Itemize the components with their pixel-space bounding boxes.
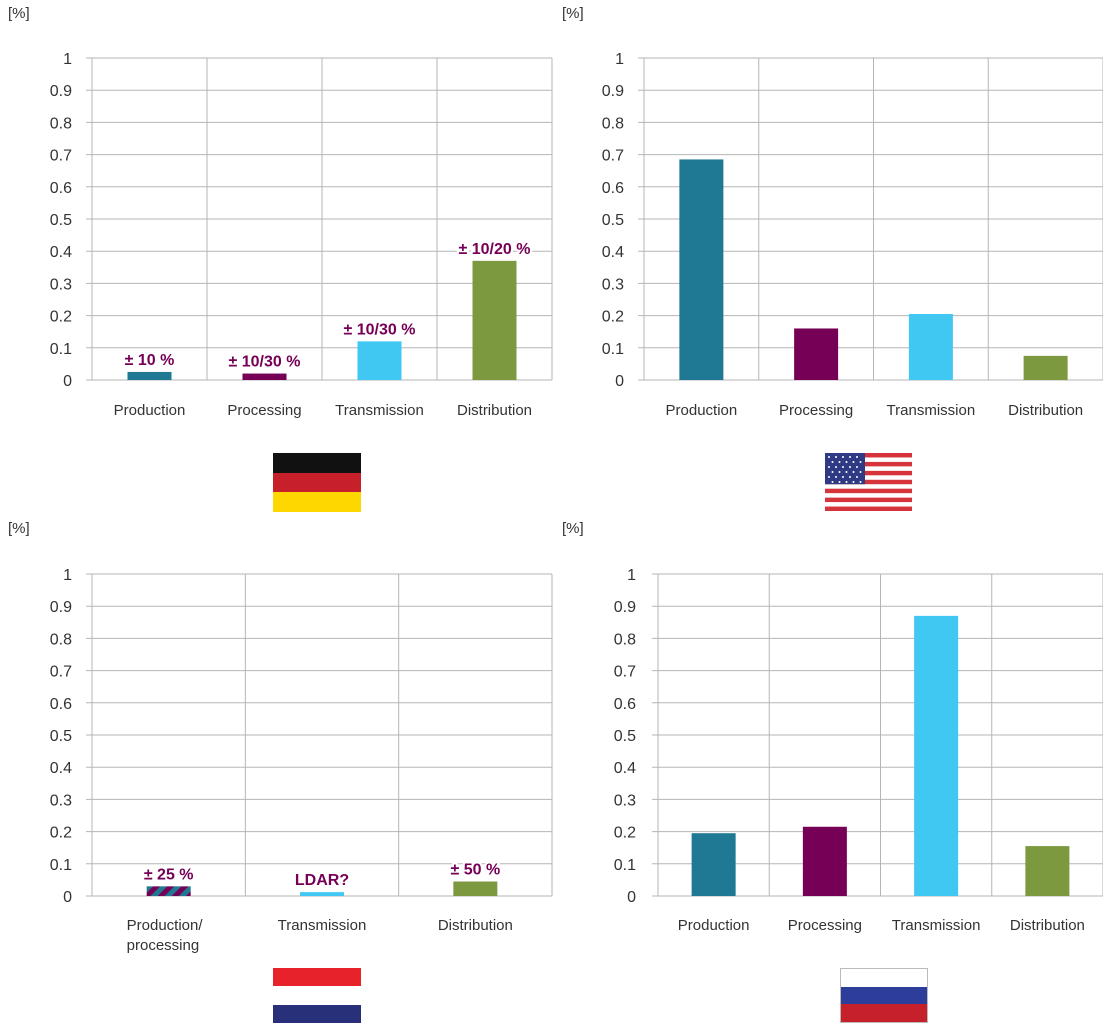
- russia-flag-icon: [840, 968, 928, 1023]
- y-tick-label: 0.2: [614, 825, 636, 842]
- bar: [127, 371, 172, 380]
- y-tick-label: 0: [63, 889, 72, 906]
- netherlands-flag-icon: [273, 968, 361, 1023]
- y-tick-label: 1: [63, 51, 72, 68]
- chart-germany: [%] 0 0.1 0.2 0.3 0.4 0.5 0.6 0.7 0.8 0.9 1 ± 10 % Pr…: [8, 5, 553, 419]
- category-label: processing: [127, 937, 200, 954]
- y-tick-label: 0.7: [614, 664, 636, 681]
- bar-annotation: ± 10/30 %: [344, 321, 416, 338]
- y-tick-label: 0.7: [50, 664, 72, 681]
- bar: [146, 886, 191, 896]
- y-axis-unit-label: [%]: [562, 5, 584, 22]
- y-tick-label: 0.9: [614, 599, 636, 616]
- y-tick-label: 0.9: [50, 599, 72, 616]
- y-tick-label: 1: [627, 567, 636, 584]
- bar: [1025, 846, 1070, 896]
- category-label: Distribution: [457, 402, 532, 419]
- bar: [1023, 355, 1068, 380]
- category-label: Processing: [788, 917, 862, 934]
- y-tick-label: 0.8: [50, 631, 72, 648]
- bar-annotation: LDAR?: [295, 872, 349, 889]
- y-tick-label: 0.1: [614, 857, 636, 874]
- bar-annotation: ± 50 %: [450, 862, 500, 879]
- y-tick-label: 1: [615, 51, 624, 68]
- category-label: Processing: [779, 402, 853, 419]
- y-tick-label: 0.6: [602, 180, 624, 197]
- category-label: Processing: [227, 402, 301, 419]
- chart-united-states: [%] 0 0.1 0.2 0.3 0.4 0.5 0.6 0.7 0.8 0.9 1 Producti…: [562, 5, 1103, 419]
- y-tick-label: 0.5: [50, 212, 72, 229]
- y-tick-label: 0: [615, 373, 624, 390]
- bar: [908, 313, 953, 380]
- y-tick-label: 0: [63, 373, 72, 390]
- y-tick-label: 0.1: [50, 857, 72, 874]
- bar: [453, 881, 498, 896]
- y-tick-label: 0.1: [602, 341, 624, 358]
- y-tick-label: 0.6: [614, 696, 636, 713]
- bar: [357, 341, 402, 380]
- y-tick-label: 0.7: [50, 148, 72, 165]
- y-tick-label: 0.3: [50, 792, 72, 809]
- y-axis-unit-label: [%]: [8, 5, 30, 22]
- bar-annotation: ± 25 %: [144, 866, 194, 883]
- bar: [300, 892, 344, 896]
- bar: [691, 833, 736, 896]
- category-label: Transmission: [335, 402, 424, 419]
- bar: [679, 159, 724, 380]
- bar-annotation: ± 10 %: [125, 352, 175, 369]
- y-tick-label: 0.3: [602, 276, 624, 293]
- y-tick-label: 0: [627, 889, 636, 906]
- germany-flag-icon: [273, 453, 361, 512]
- category-label: Distribution: [1010, 917, 1085, 934]
- chart-russia: [%] 0 0.1 0.2 0.3 0.4 0.5 0.6 0.7 0.8 0.9 1 Producti…: [562, 520, 1103, 934]
- y-tick-label: 0.9: [50, 83, 72, 100]
- y-tick-label: 0.4: [602, 244, 624, 261]
- chart-netherlands: [%] 0 0.1 0.2 0.3 0.4 0.5 0.6 0.7 0.8 0.9 1 ± 25 % Pr…: [8, 520, 553, 954]
- category-label: Production: [114, 402, 186, 419]
- y-tick-label: 0.2: [50, 825, 72, 842]
- y-tick-label: 0.2: [602, 309, 624, 326]
- y-tick-label: 0.4: [50, 244, 72, 261]
- category-label: Production: [666, 402, 738, 419]
- bar-annotation: ± 10/30 %: [229, 354, 301, 371]
- category-label: Distribution: [1008, 402, 1083, 419]
- usa-flag-icon: [825, 453, 912, 511]
- y-tick-label: 0.9: [602, 83, 624, 100]
- bar: [472, 260, 517, 380]
- y-tick-label: 0.5: [50, 728, 72, 745]
- y-tick-label: 0.1: [50, 341, 72, 358]
- y-axis-unit-label: [%]: [8, 520, 30, 537]
- y-axis-unit-label: [%]: [562, 520, 584, 537]
- category-label: Transmission: [278, 917, 367, 934]
- category-label: Production/: [127, 917, 204, 934]
- bar: [802, 826, 847, 896]
- bar-annotation: ± 10/20 %: [459, 241, 531, 258]
- y-tick-label: 0.4: [614, 760, 636, 777]
- bar: [794, 328, 839, 380]
- bar: [914, 615, 959, 896]
- category-label: Transmission: [887, 402, 976, 419]
- category-label: Production: [678, 917, 750, 934]
- y-tick-label: 0.3: [614, 792, 636, 809]
- y-tick-label: 0.8: [50, 115, 72, 132]
- y-tick-label: 1: [63, 567, 72, 584]
- y-tick-label: 0.5: [602, 212, 624, 229]
- y-tick-label: 0.8: [602, 115, 624, 132]
- y-tick-label: 0.7: [602, 148, 624, 165]
- bar: [242, 373, 287, 380]
- y-tick-label: 0.6: [50, 180, 72, 197]
- y-tick-label: 0.4: [50, 760, 72, 777]
- y-tick-label: 0.2: [50, 309, 72, 326]
- y-tick-label: 0.5: [614, 728, 636, 745]
- y-tick-label: 0.8: [614, 631, 636, 648]
- y-tick-label: 0.6: [50, 696, 72, 713]
- y-tick-label: 0.3: [50, 276, 72, 293]
- category-label: Distribution: [438, 917, 513, 934]
- category-label: Transmission: [892, 917, 981, 934]
